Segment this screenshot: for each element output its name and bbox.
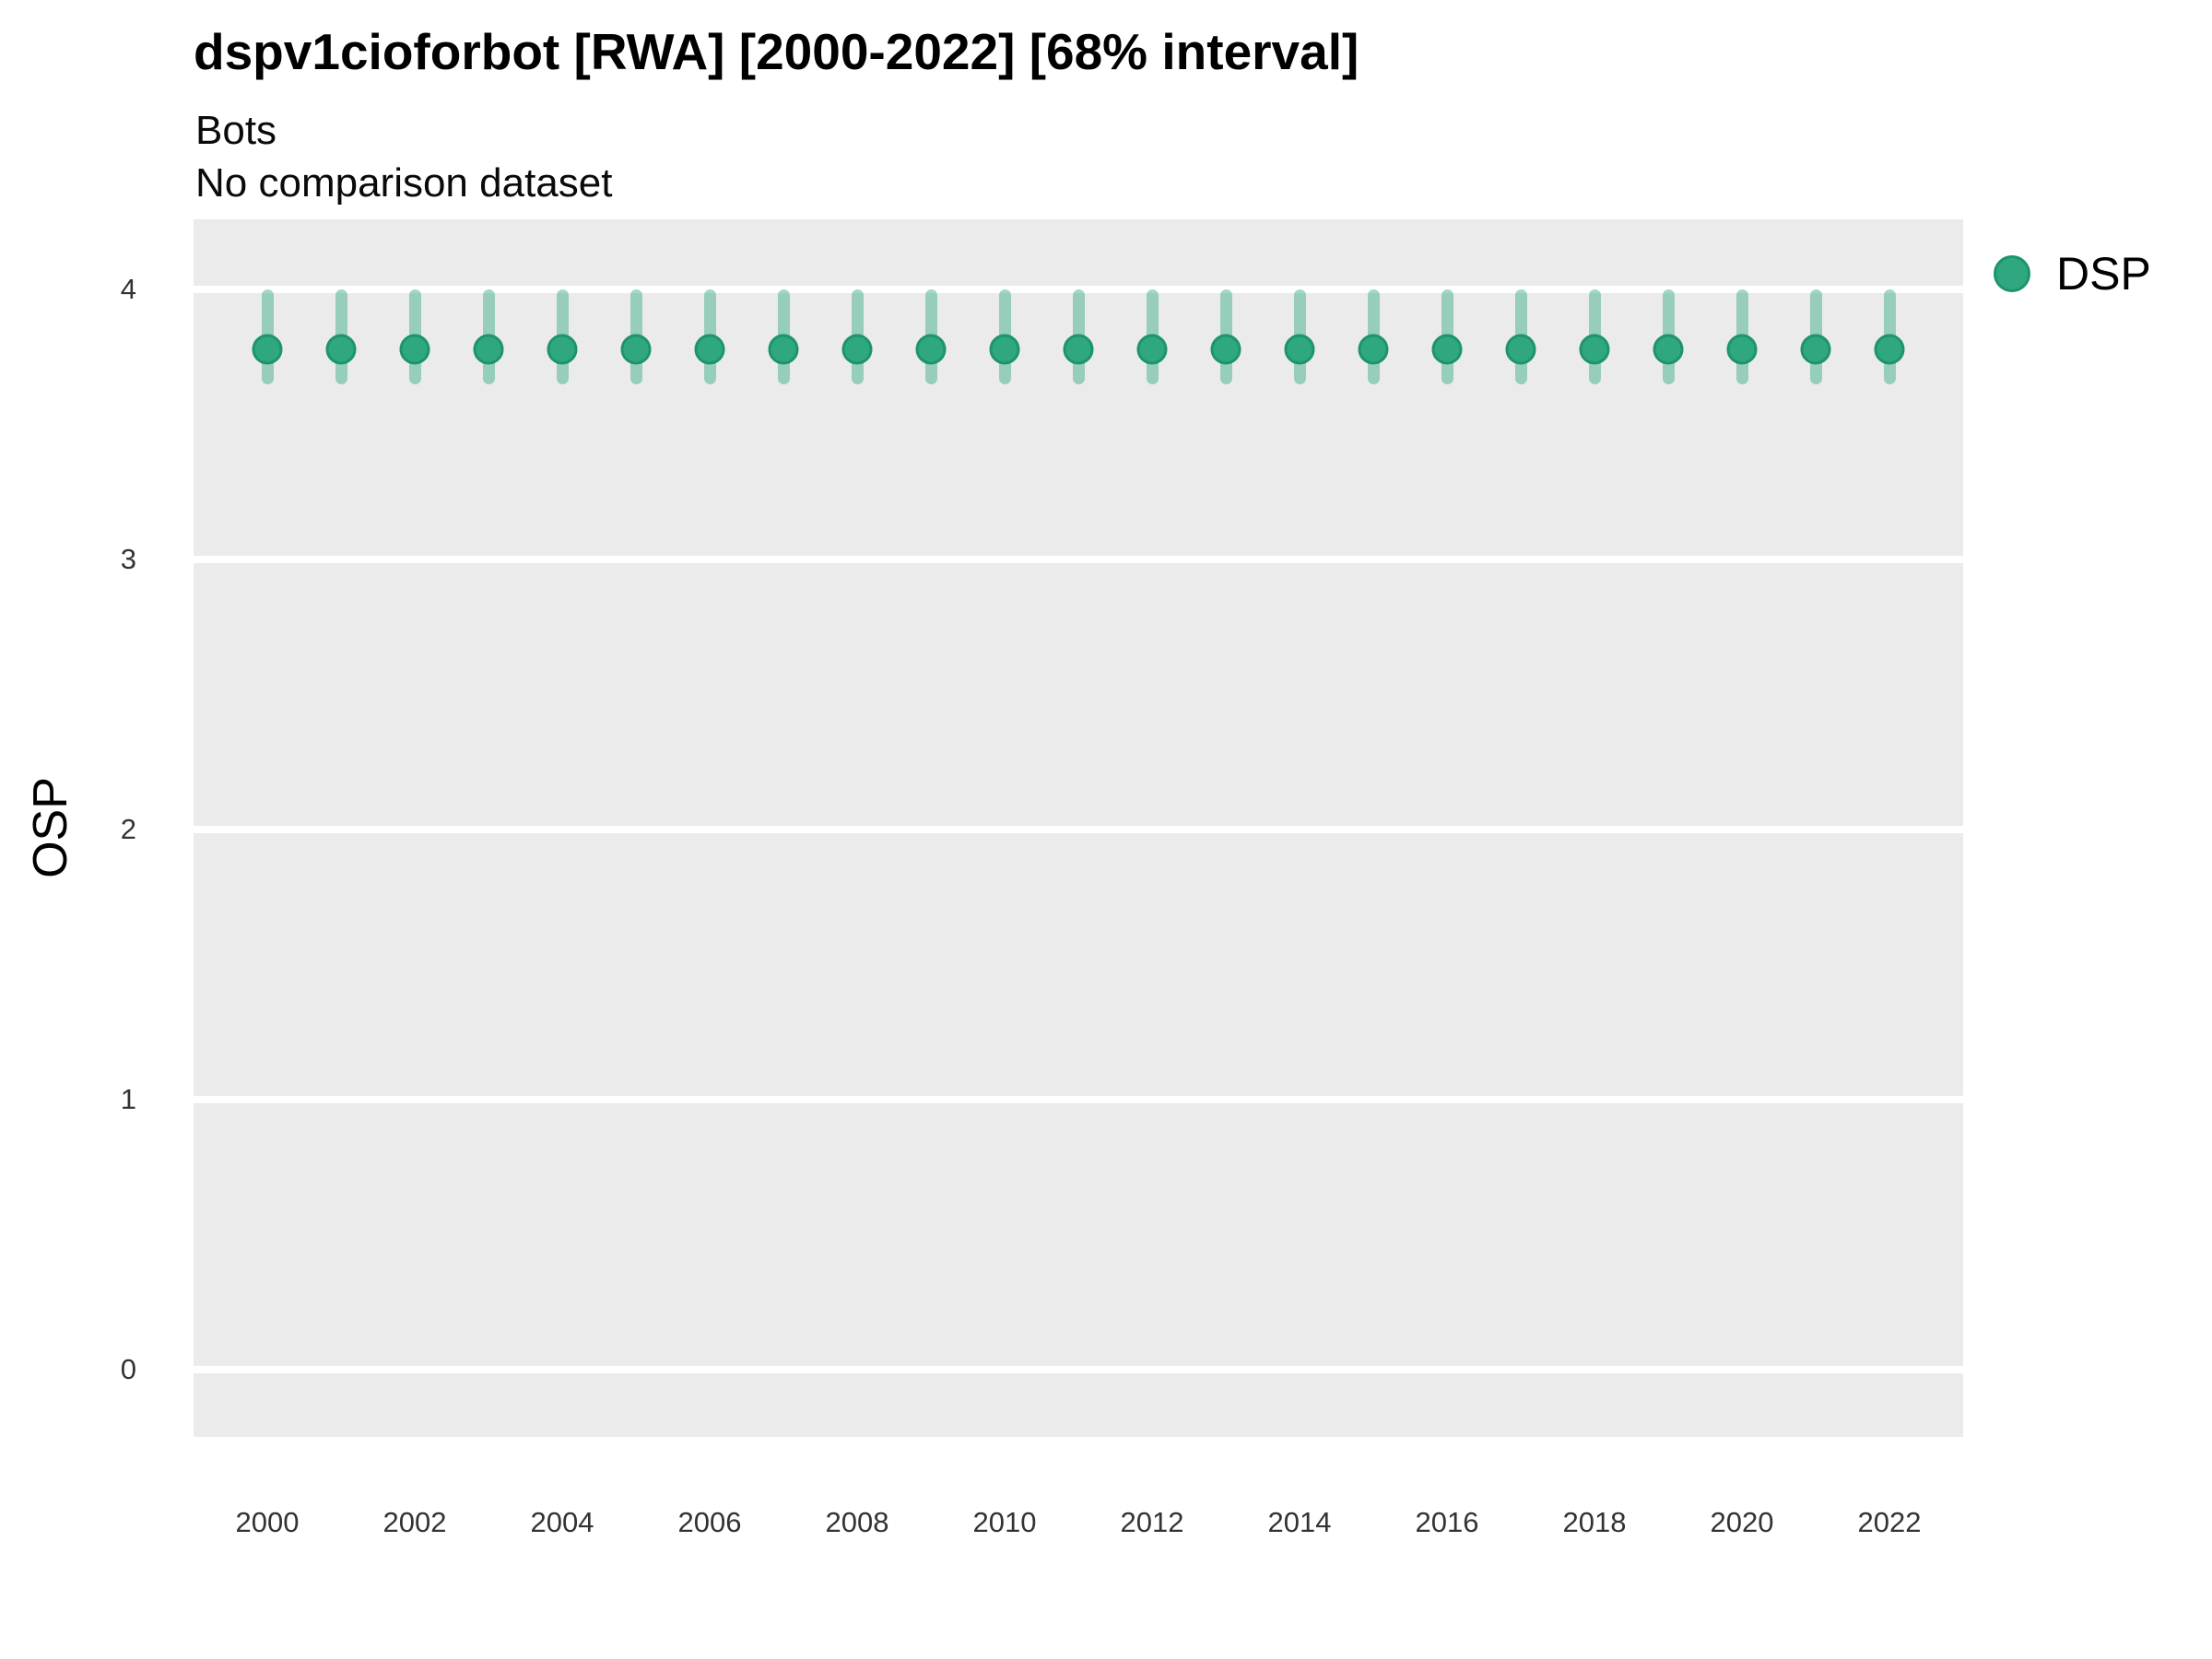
x-tick-label: 2016 <box>1415 1506 1479 1538</box>
x-tick-label: 2012 <box>1120 1506 1184 1538</box>
plot-panel <box>194 219 1963 1437</box>
y-tick-label: 3 <box>120 543 136 576</box>
y-tick-label: 1 <box>120 1082 136 1115</box>
data-point <box>1063 334 1094 365</box>
data-point <box>325 334 357 365</box>
data-point <box>694 334 725 365</box>
gridline-y-0 <box>194 1365 1963 1373</box>
x-tick-label: 2006 <box>677 1506 742 1538</box>
data-point <box>1726 334 1758 365</box>
data-point <box>473 334 504 365</box>
data-point <box>399 334 430 365</box>
data-point <box>1358 334 1389 365</box>
legend-label: DSP <box>2056 248 2151 300</box>
x-tick-label: 2008 <box>825 1506 889 1538</box>
data-point <box>1579 334 1610 365</box>
gridline-y-1 <box>194 1095 1963 1103</box>
data-point <box>547 334 578 365</box>
x-tick-label: 2000 <box>235 1506 300 1538</box>
data-point <box>768 334 799 365</box>
legend: DSP <box>1994 251 2151 297</box>
data-point <box>841 334 873 365</box>
data-point <box>1210 334 1241 365</box>
gridline-y-3 <box>194 556 1963 564</box>
data-point <box>1874 334 1905 365</box>
data-point <box>915 334 947 365</box>
x-tick-label: 2018 <box>1562 1506 1627 1538</box>
chart-title: dspv1cioforbot [RWA] [2000-2022] [68% in… <box>194 23 1359 80</box>
y-tick-label: 2 <box>120 812 136 845</box>
legend-key-dot-icon <box>1994 255 2030 292</box>
y-tick-label: 0 <box>120 1352 136 1385</box>
gridline-y-4 <box>194 286 1963 294</box>
data-point <box>1431 334 1463 365</box>
chart-subtitle: Bots <box>195 108 277 153</box>
data-point <box>1505 334 1536 365</box>
data-point <box>1136 334 1168 365</box>
data-point <box>989 334 1020 365</box>
data-point <box>252 334 283 365</box>
x-tick-label: 2010 <box>972 1506 1037 1538</box>
x-tick-label: 2020 <box>1710 1506 1774 1538</box>
data-point <box>1800 334 1831 365</box>
y-tick-label: 4 <box>120 273 136 306</box>
x-tick-label: 2014 <box>1267 1506 1332 1538</box>
chart-subtitle-comparison: No comparison dataset <box>195 160 613 206</box>
x-tick-label: 2004 <box>530 1506 594 1538</box>
data-point <box>1653 334 1684 365</box>
data-point <box>620 334 652 365</box>
x-tick-label: 2002 <box>382 1506 447 1538</box>
gridline-y-2 <box>194 825 1963 833</box>
data-point <box>1284 334 1315 365</box>
x-tick-label: 2022 <box>1857 1506 1922 1538</box>
